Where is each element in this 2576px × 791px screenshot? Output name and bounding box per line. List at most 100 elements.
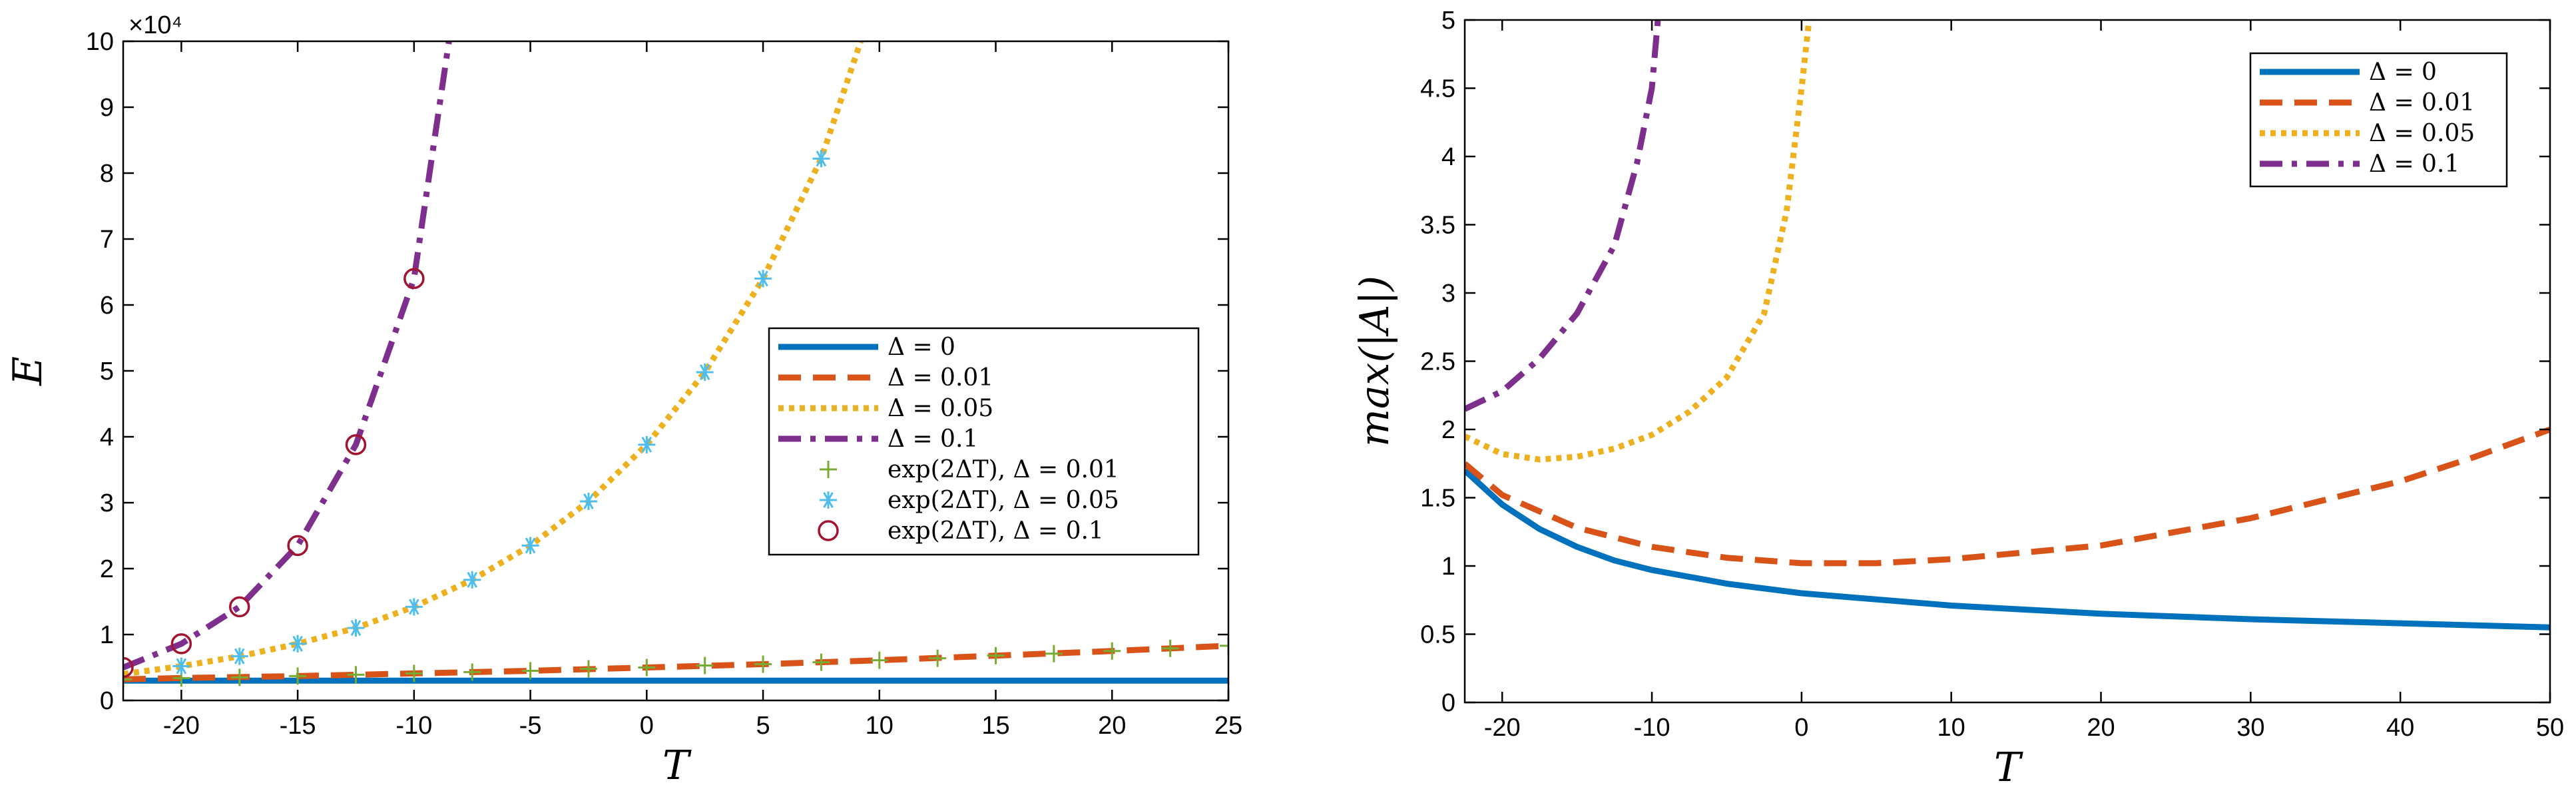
y-tick-label: 5 xyxy=(1441,7,1455,35)
x-tick-label: 10 xyxy=(1937,714,1965,742)
y-tick-label: 1.5 xyxy=(1420,485,1455,513)
x-tick-label: 5 xyxy=(756,712,770,740)
x-tick-label: 40 xyxy=(2386,714,2414,742)
legend-entry-3: Δ = 0.1 xyxy=(888,425,978,453)
legend-marker-4 xyxy=(820,461,837,478)
series-marker-4-7 xyxy=(521,662,539,680)
series-marker-4-3 xyxy=(289,667,307,685)
legend: Δ = 0 Δ = 0.01 Δ = 0.05 Δ = 0.1 xyxy=(2249,52,2508,188)
x-tick-label: -20 xyxy=(163,712,200,740)
legend-entry-1: Δ = 0.01 xyxy=(2369,89,2475,117)
y-tick-label: 9 xyxy=(100,94,114,122)
x-tick-label: 30 xyxy=(2236,714,2264,742)
series-marker-4-16 xyxy=(1045,645,1063,662)
series-marker-4-11 xyxy=(754,655,772,673)
series-marker-5-10 xyxy=(754,270,772,288)
x-tick-label: 20 xyxy=(1098,712,1126,740)
y-tick-label: 7 xyxy=(100,226,114,254)
y-tick-label: 2.5 xyxy=(1420,348,1455,376)
series-marker-4-17 xyxy=(1103,642,1121,660)
x-tick-label: 0 xyxy=(1794,714,1808,742)
series-marker-6-1 xyxy=(170,633,192,655)
y-tick-label: 10 xyxy=(86,28,114,56)
series-marker-5-4 xyxy=(405,598,423,616)
series-marker-4-14 xyxy=(929,649,947,667)
x-tick-label: -10 xyxy=(395,712,432,740)
series-marker-5-6 xyxy=(521,537,539,555)
x-tick-label: 50 xyxy=(2536,714,2564,742)
series-marker-4-15 xyxy=(987,647,1005,664)
series-line-3 xyxy=(1465,20,1661,412)
legend-marker-6 xyxy=(818,520,839,541)
y-tick-label: 1 xyxy=(100,621,114,649)
series-marker-4-19 xyxy=(1220,637,1228,655)
series-marker-4-0 xyxy=(123,670,132,688)
x-tick-label: 10 xyxy=(866,712,894,740)
y-tick-label: 2 xyxy=(1441,416,1455,444)
series-marker-4-6 xyxy=(463,663,481,681)
series-marker-5-8 xyxy=(638,435,656,453)
x-axis-label: T xyxy=(1994,744,2023,791)
series-marker-6-4 xyxy=(345,434,367,455)
y-tick-label: 0 xyxy=(1441,689,1455,717)
series-marker-5-7 xyxy=(579,493,597,511)
series-marker-4-18 xyxy=(1161,639,1179,657)
series-marker-5-2 xyxy=(289,635,307,653)
y-tick-label: 0.5 xyxy=(1420,621,1455,649)
y-tick-label: 3 xyxy=(1441,280,1455,308)
series-marker-6-5 xyxy=(403,268,425,290)
x-axis-label: T xyxy=(662,742,692,789)
legend-entry-6: exp(2ΔT), Δ = 0.1 xyxy=(888,517,1104,545)
legend-entry-0: Δ = 0 xyxy=(888,334,955,361)
legend-entry-1: Δ = 0.01 xyxy=(888,364,993,392)
x-tick-label: 20 xyxy=(2087,714,2115,742)
x-tick-label: -15 xyxy=(280,712,316,740)
legend-marker-5 xyxy=(820,491,837,509)
y-tick-label: 3.5 xyxy=(1420,212,1455,240)
y-axis-label: max(|A|) xyxy=(1352,276,1398,447)
y-tick-label: 1 xyxy=(1441,553,1455,581)
x-tick-label: 15 xyxy=(981,712,1009,740)
y-exponent-label: ×10⁴ xyxy=(129,11,182,39)
legend-entry-3: Δ = 0.1 xyxy=(2369,150,2459,178)
y-axis-label: E xyxy=(5,356,51,386)
y-tick-label: 6 xyxy=(100,292,114,320)
x-tick-label: 0 xyxy=(640,712,654,740)
series-marker-4-13 xyxy=(870,651,888,669)
x-tick-label: 25 xyxy=(1214,712,1242,740)
chart-right-maxA-vs-t: -20 -10 0 10 20 30 40 50 0 0.5 1 1.5 2 2.5 3 3.5 4 4.5 5 Tm… xyxy=(1352,7,2564,791)
y-tick-label: 5 xyxy=(100,358,114,386)
y-tick-label: 4.5 xyxy=(1420,75,1455,103)
series-marker-4-10 xyxy=(696,657,714,674)
series-marker-5-3 xyxy=(347,619,365,637)
series-line-2 xyxy=(123,41,864,677)
y-tick-label: 4 xyxy=(1441,143,1455,171)
y-tick-label: 3 xyxy=(100,489,114,517)
legend: Δ = 0 Δ = 0.01 Δ = 0.05 Δ = 0.1 exp(2ΔT), Δ … xyxy=(768,327,1200,556)
series-line-1 xyxy=(1465,426,2550,567)
series-marker-4-5 xyxy=(405,664,423,682)
legend-entry-2: Δ = 0.05 xyxy=(2369,120,2475,147)
chart-left-e-vs-t: -20 -15 -10 -5 0 5 10 15 20 25 0 1 2 3 4 5 6 7 8 9 10 T E ×10⁴ Δ… xyxy=(5,11,1242,789)
series-marker-6-2 xyxy=(228,596,250,618)
legend-entry-0: Δ = 0 xyxy=(2369,59,2437,86)
x-tick-label: -20 xyxy=(1484,714,1521,742)
series-marker-6-0 xyxy=(123,657,134,678)
series-line-0 xyxy=(1465,468,2550,631)
x-tick-label: -10 xyxy=(1634,714,1671,742)
series-marker-5-0 xyxy=(172,657,190,675)
legend-entry-5: exp(2ΔT), Δ = 0.05 xyxy=(888,487,1119,514)
x-tick-label: -5 xyxy=(519,712,542,740)
legend-entry-2: Δ = 0.05 xyxy=(888,395,993,422)
series-marker-6-3 xyxy=(287,535,308,557)
y-tick-label: 4 xyxy=(100,423,114,451)
series-marker-4-9 xyxy=(638,659,656,676)
series-marker-4-8 xyxy=(579,660,597,678)
series-marker-5-1 xyxy=(230,647,248,665)
series-marker-5-11 xyxy=(812,150,830,168)
series-marker-5-5 xyxy=(463,571,481,589)
y-tick-label: 8 xyxy=(100,160,114,188)
series-marker-4-2 xyxy=(230,668,248,686)
